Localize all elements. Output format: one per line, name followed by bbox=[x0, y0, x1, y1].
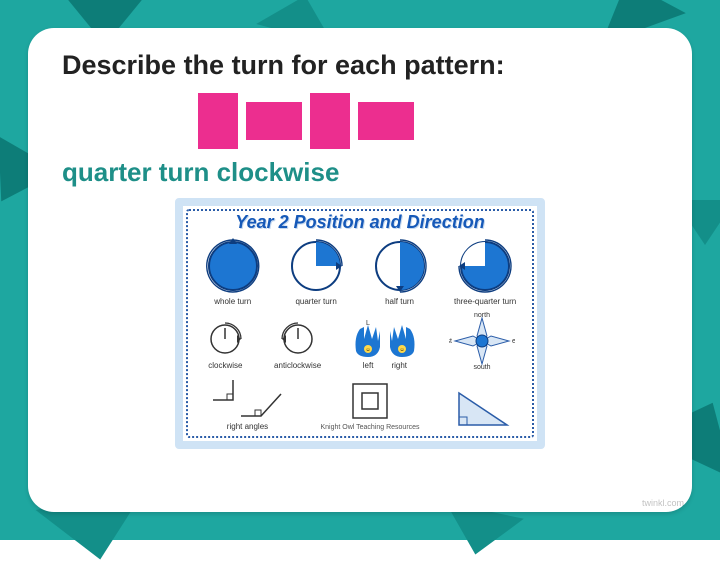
turn-quarter: quarter turn bbox=[287, 237, 345, 306]
answer-text: quarter turn clockwise bbox=[62, 157, 658, 188]
poster-row-turns: whole turn quarter turn bbox=[191, 237, 529, 306]
compass-n: north bbox=[474, 312, 490, 319]
triangle-cell bbox=[453, 387, 513, 431]
pattern-shape bbox=[246, 102, 302, 140]
hands-icon: ☺ ☺ L bbox=[350, 317, 420, 359]
compass-w: west bbox=[449, 338, 452, 345]
clock-label: clockwise bbox=[208, 361, 242, 370]
svg-text:☺: ☺ bbox=[399, 347, 404, 353]
circle-icon bbox=[204, 237, 262, 295]
pattern-shape bbox=[310, 93, 350, 149]
squares-icon bbox=[345, 378, 395, 422]
svg-text:L: L bbox=[366, 320, 370, 327]
svg-text:☺: ☺ bbox=[365, 347, 370, 353]
turn-label: half turn bbox=[385, 297, 414, 306]
turn-label: quarter turn bbox=[295, 297, 336, 306]
hand-left-label: left bbox=[363, 361, 374, 370]
squares-cell: Knight Owl Teaching Resources bbox=[320, 378, 419, 431]
poster-row-geometry: right angles Knight Owl Teaching Resourc… bbox=[191, 376, 529, 431]
rightangle-icon bbox=[207, 376, 287, 420]
poster-title: Year 2 Position and Direction bbox=[191, 212, 529, 233]
anticlockwise-cell: anticlockwise bbox=[274, 319, 321, 370]
clockwise-cell: clockwise bbox=[205, 319, 245, 370]
turn-label: three-quarter turn bbox=[454, 297, 516, 306]
compass-e: east bbox=[512, 338, 515, 345]
clock-icon bbox=[278, 319, 318, 359]
clock-label: anticlockwise bbox=[274, 361, 321, 370]
pattern-strip bbox=[192, 89, 452, 153]
right-angles-cell: right angles bbox=[207, 376, 287, 431]
pattern-shape bbox=[198, 93, 238, 149]
turn-three-quarter: three-quarter turn bbox=[454, 237, 516, 306]
turn-half: half turn bbox=[371, 237, 429, 306]
turn-label: whole turn bbox=[214, 297, 251, 306]
pattern-shape bbox=[358, 102, 414, 140]
hands-cell: ☺ ☺ L left right bbox=[350, 317, 420, 370]
circle-icon bbox=[456, 237, 514, 295]
hand-right-label: right bbox=[391, 361, 407, 370]
slide-background: Describe the turn for each pattern: quar… bbox=[0, 0, 720, 540]
compass-icon: north east south west bbox=[449, 312, 515, 370]
poster-source: Knight Owl Teaching Resources bbox=[320, 424, 419, 431]
turn-whole: whole turn bbox=[204, 237, 262, 306]
right-angles-label: right angles bbox=[227, 422, 268, 431]
clock-icon bbox=[205, 319, 245, 359]
reference-poster: Year 2 Position and Direction whole turn bbox=[175, 198, 545, 449]
content-card: Describe the turn for each pattern: quar… bbox=[28, 28, 692, 512]
triangle-icon bbox=[453, 387, 513, 431]
slide-heading: Describe the turn for each pattern: bbox=[62, 50, 658, 81]
watermark: twinkl.com bbox=[642, 498, 684, 508]
compass-cell: north east south west bbox=[449, 312, 515, 370]
poster-row-misc: clockwise anticlockwise bbox=[191, 312, 529, 370]
circle-icon bbox=[371, 237, 429, 295]
circle-icon bbox=[287, 237, 345, 295]
compass-s: south bbox=[473, 364, 490, 370]
